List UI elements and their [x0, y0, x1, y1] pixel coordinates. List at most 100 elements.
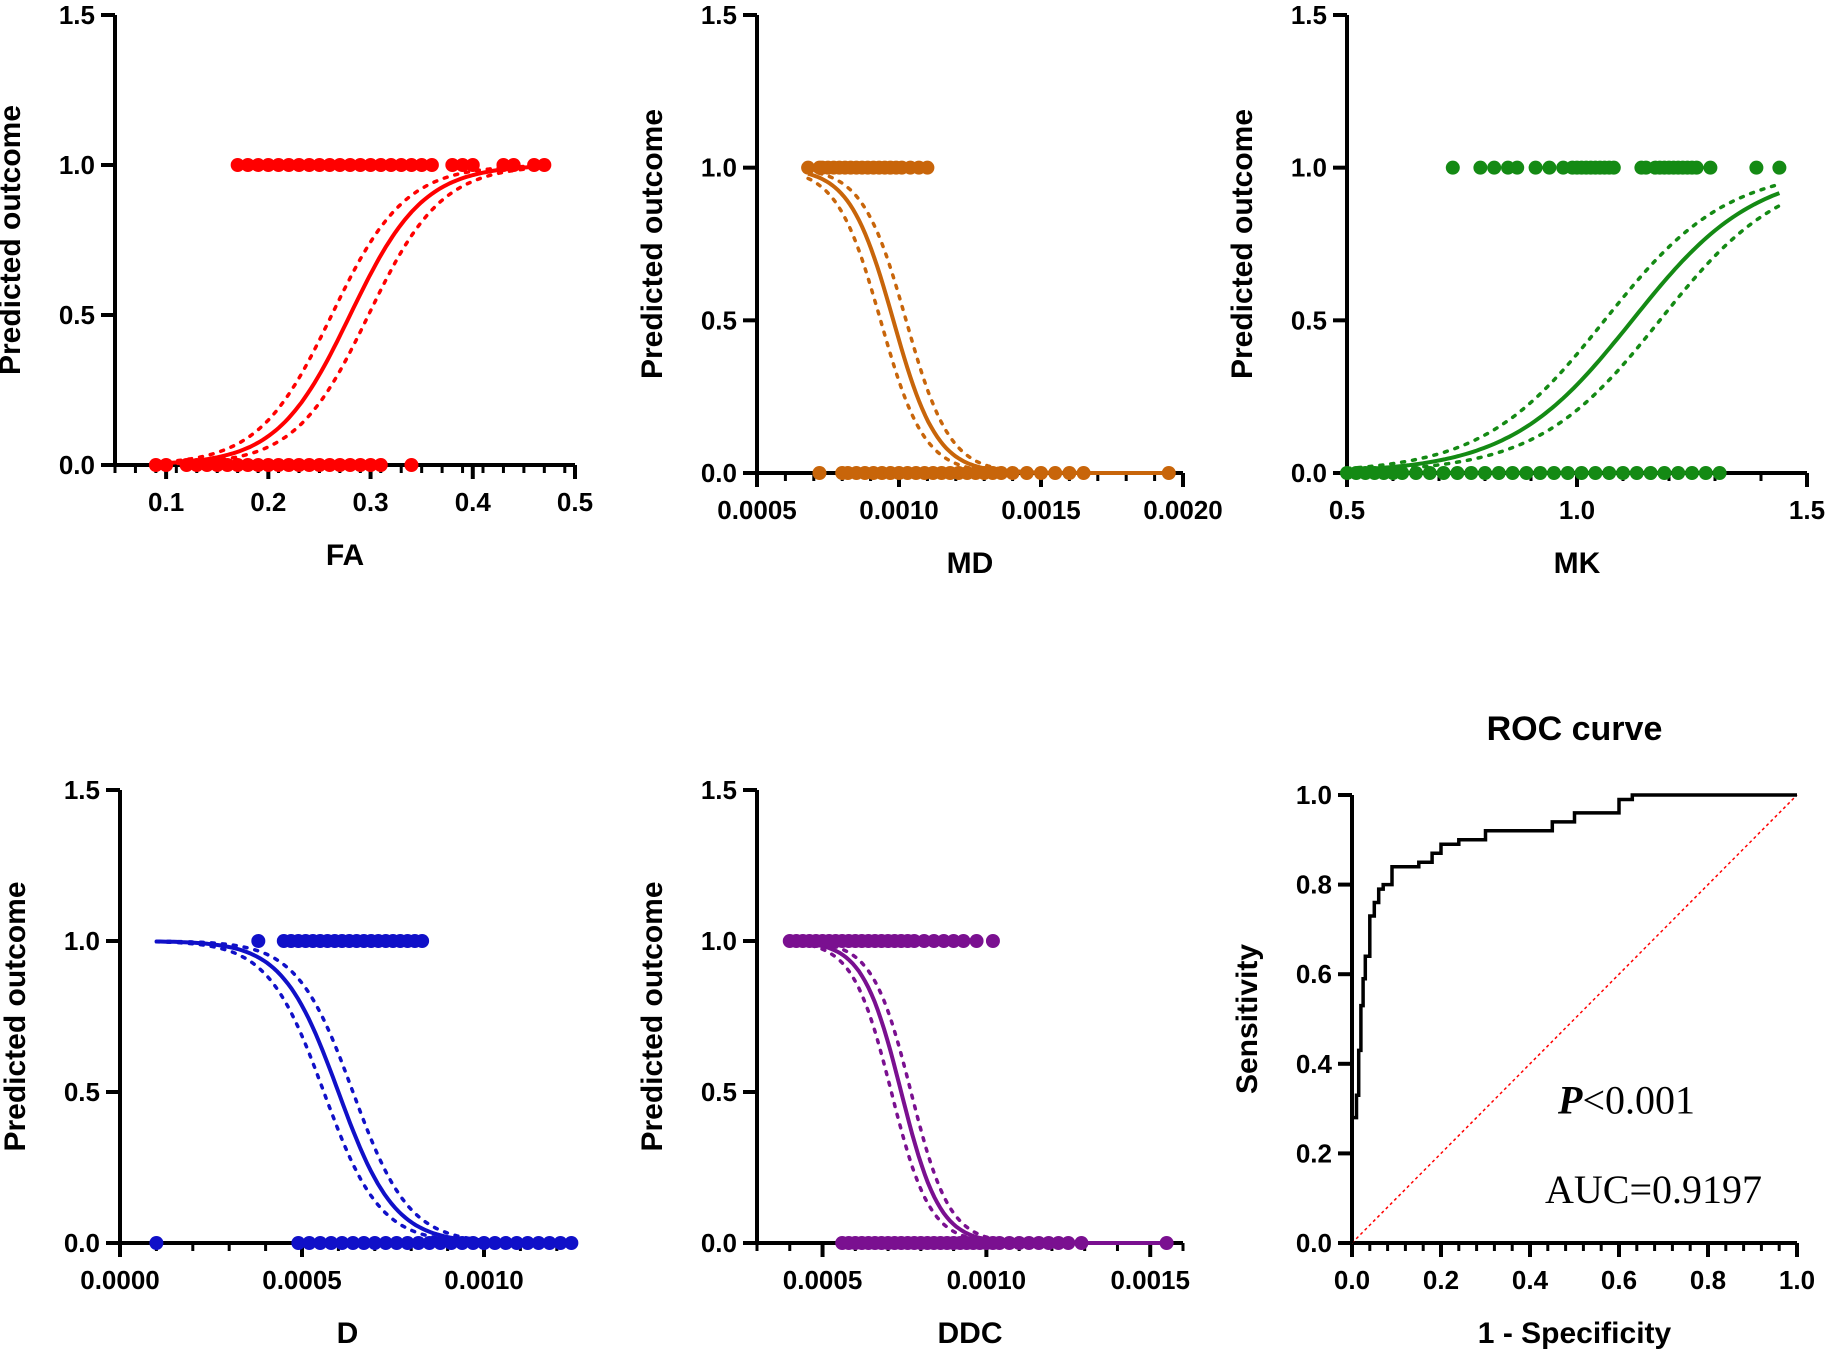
y-axis-title: Predicted outcome: [1226, 109, 1259, 379]
y-axis-title: Sensitivity: [1231, 944, 1264, 1094]
ci-upper-curve: [154, 939, 574, 1245]
data-point: [367, 1236, 382, 1250]
x-tick-label: 0.6: [1601, 1265, 1637, 1295]
x-tick-label: 1.0: [1779, 1265, 1815, 1295]
data-point: [189, 458, 204, 472]
y-tick-label: 1.5: [64, 775, 100, 805]
data-point: [1074, 1236, 1089, 1250]
x-tick-label: 1.5: [1789, 495, 1825, 525]
x-axis-title: FA: [326, 539, 364, 572]
y-tick-label: 1.0: [701, 926, 737, 956]
fit-curve: [155, 164, 545, 466]
data-point: [148, 458, 163, 472]
data-point: [411, 1236, 426, 1250]
data-point: [1076, 466, 1091, 480]
data-point: [302, 1236, 317, 1250]
data-point: [496, 158, 511, 172]
data-point: [1510, 160, 1525, 175]
data-point: [353, 458, 368, 472]
data-point: [466, 1236, 481, 1250]
x-tick-label: 0.2: [250, 487, 286, 517]
ci-upper-curve: [788, 939, 1169, 1245]
data-point: [1491, 466, 1506, 480]
data-point: [1528, 160, 1543, 175]
y-tick-label: 0.0: [1296, 1228, 1332, 1258]
data-point: [433, 1236, 448, 1250]
data-point: [1547, 466, 1561, 480]
data-point: [1588, 466, 1603, 480]
chart-md: 0.0 0.5 1.0 1.5 0.0005 0.0010 0.0015 0.0020 MD Pr…: [636, 0, 1223, 580]
x-tick-label: 0.0010: [947, 1265, 1027, 1295]
data-point: [210, 458, 225, 472]
x-tick-label: 0.0015: [1110, 1265, 1190, 1295]
data-point: [324, 1236, 339, 1250]
data-point: [1031, 1236, 1046, 1250]
y-tick-label: 1.5: [59, 0, 95, 30]
data-point: [1436, 466, 1451, 480]
data-point: [363, 458, 378, 472]
x-tick-label: 0.0005: [717, 495, 797, 525]
data-point: [1019, 466, 1034, 480]
data-point: [261, 158, 276, 172]
data-point: [378, 1236, 393, 1250]
x-axis-title: MK: [1554, 547, 1601, 580]
x-tick-label: 0.0010: [859, 495, 939, 525]
data-point: [414, 158, 429, 172]
y-axis-title: Predicted outcome: [636, 109, 669, 379]
x-tick-label: 0.2: [1423, 1265, 1459, 1295]
data-point: [363, 158, 378, 172]
data-point: [312, 158, 327, 172]
data-point: [527, 158, 542, 172]
data-point: [1542, 160, 1557, 175]
data-point: [1505, 466, 1520, 480]
data-point: [992, 1236, 1007, 1250]
roc-curve: [1350, 793, 1797, 1243]
ci-lower-curve: [1345, 182, 1782, 471]
data-point: [1062, 466, 1077, 480]
data-point: [956, 934, 971, 948]
data-point: [926, 934, 941, 948]
data-point: [445, 158, 460, 172]
data-point: [506, 158, 521, 172]
x-tick-label: 0.4: [1512, 1265, 1549, 1295]
data-point: [373, 158, 388, 172]
data-point: [1159, 1236, 1174, 1250]
data-point: [1519, 466, 1534, 480]
data-point: [292, 158, 306, 172]
data-point: [322, 458, 337, 472]
data-point: [404, 158, 419, 172]
data-point: [1712, 466, 1727, 480]
x-tick-label: 0.5: [1329, 495, 1365, 525]
fit-curve: [789, 939, 1167, 1245]
chart-roc: 0.0 0.2 0.4 0.6 0.8 1.0 0.0 0.2 0.4 0.6 0.8 1.0 1 - …: [1231, 710, 1815, 1350]
y-tick-label: 1.0: [701, 153, 737, 183]
y-tick-label: 0.4: [1296, 1049, 1333, 1079]
data-point: [343, 458, 358, 472]
data-point: [917, 934, 932, 948]
data-point: [220, 458, 235, 472]
data-point: [520, 1236, 535, 1250]
y-tick-label: 0.8: [1296, 870, 1332, 900]
data-point: [1445, 160, 1460, 175]
data-point: [302, 158, 317, 172]
data-point: [487, 1236, 502, 1250]
data-point: [424, 158, 439, 172]
y-tick-label: 1.0: [59, 150, 95, 180]
data-point: [394, 158, 409, 172]
fit-curve: [807, 171, 1169, 475]
y-tick-label: 0.0: [59, 450, 95, 480]
chart-d: 0.0 0.5 1.0 1.5 0.0000 0.0005 0.0010 D Predicted…: [0, 775, 579, 1350]
data-point: [389, 1236, 404, 1250]
ci-upper-curve: [1345, 203, 1782, 473]
data-point: [477, 1236, 491, 1250]
x-axis-title: 1 - Specificity: [1478, 1317, 1672, 1350]
data-point: [240, 458, 255, 472]
data-point: [373, 458, 388, 472]
data-point: [1021, 1236, 1036, 1250]
data-point: [455, 158, 470, 172]
data-point: [537, 158, 552, 172]
x-axis-title: MD: [947, 547, 994, 580]
data-point: [251, 458, 266, 472]
data-point: [281, 458, 296, 472]
data-point: [343, 158, 358, 172]
